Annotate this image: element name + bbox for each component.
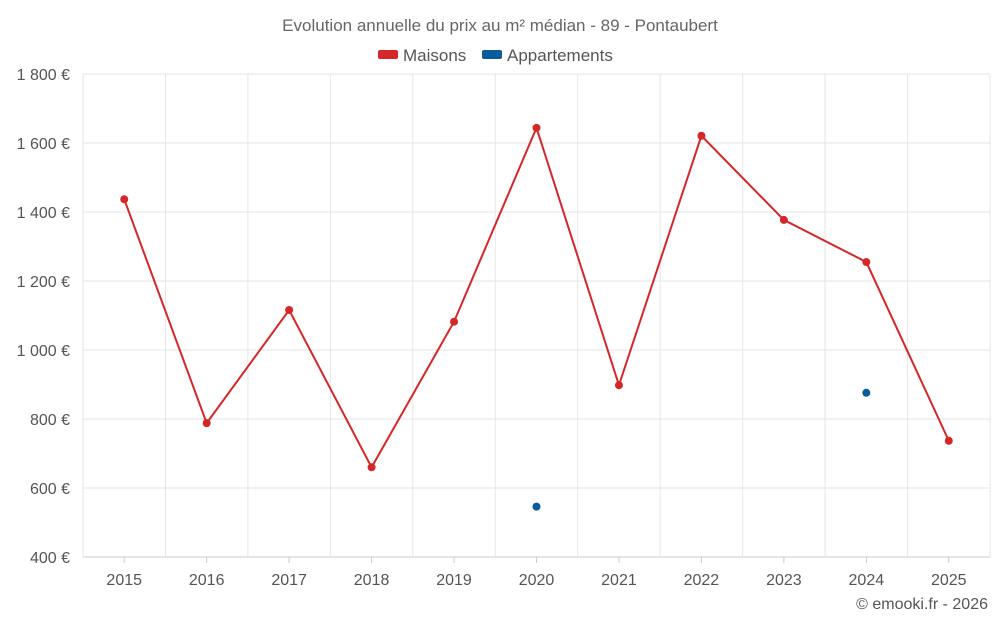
y-tick-label: 1 000 € — [17, 343, 70, 360]
legend-item-appartements[interactable]: Appartements — [482, 46, 613, 65]
x-tick-label: 2016 — [189, 572, 225, 589]
data-point-maisons[interactable] — [862, 258, 871, 267]
data-point-maisons[interactable] — [450, 317, 459, 326]
data-point-maisons[interactable] — [285, 305, 294, 314]
x-tick-label: 2021 — [601, 572, 637, 589]
y-tick-label: 800 € — [30, 412, 70, 429]
x-tick-label: 2022 — [684, 572, 720, 589]
data-point-maisons[interactable] — [614, 381, 623, 390]
x-tick-label: 2020 — [519, 572, 555, 589]
data-point-appartements[interactable] — [862, 388, 871, 397]
y-tick-label: 600 € — [30, 481, 70, 498]
x-axis: 2015 2016 2017 2018 2019 2020 2021 2022 2023 2024… — [106, 557, 967, 589]
data-point-maisons[interactable] — [367, 463, 376, 472]
x-tick-label: 2015 — [106, 572, 142, 589]
x-tick-label: 2019 — [436, 572, 472, 589]
legend-label-appartements: Appartements — [507, 46, 613, 65]
data-point-appartements[interactable] — [532, 502, 541, 511]
data-point-maisons[interactable] — [697, 131, 706, 140]
x-tick-label: 2025 — [931, 572, 967, 589]
y-tick-label: 1 200 € — [17, 274, 70, 291]
x-tick-label: 2017 — [271, 572, 307, 589]
legend-swatch-appartements — [482, 50, 502, 59]
data-point-maisons[interactable] — [532, 123, 541, 132]
gridlines — [82, 73, 991, 558]
series-layer — [120, 123, 953, 511]
y-tick-label: 1 400 € — [17, 205, 70, 222]
chart-title: Evolution annuelle du prix au m² médian … — [282, 16, 718, 35]
x-tick-label: 2024 — [849, 572, 885, 589]
credit-text: © emooki.fr - 2026 — [856, 596, 988, 613]
x-tick-label: 2023 — [766, 572, 802, 589]
legend-item-maisons[interactable]: Maisons — [378, 46, 466, 65]
x-tick-label: 2018 — [354, 572, 390, 589]
data-point-maisons[interactable] — [944, 436, 953, 445]
data-point-maisons[interactable] — [779, 215, 788, 224]
data-point-maisons[interactable] — [120, 195, 129, 204]
y-axis: 400 € 600 € 800 € 1 000 € 1 200 € 1 400 € 1 60… — [17, 67, 70, 567]
legend[interactable]: Maisons Appartements — [378, 46, 613, 65]
y-tick-label: 400 € — [30, 550, 70, 567]
data-point-maisons[interactable] — [202, 419, 211, 428]
y-tick-label: 1 800 € — [17, 67, 70, 84]
y-tick-label: 1 600 € — [17, 136, 70, 153]
legend-swatch-maisons — [378, 50, 398, 59]
legend-label-maisons: Maisons — [403, 46, 466, 65]
